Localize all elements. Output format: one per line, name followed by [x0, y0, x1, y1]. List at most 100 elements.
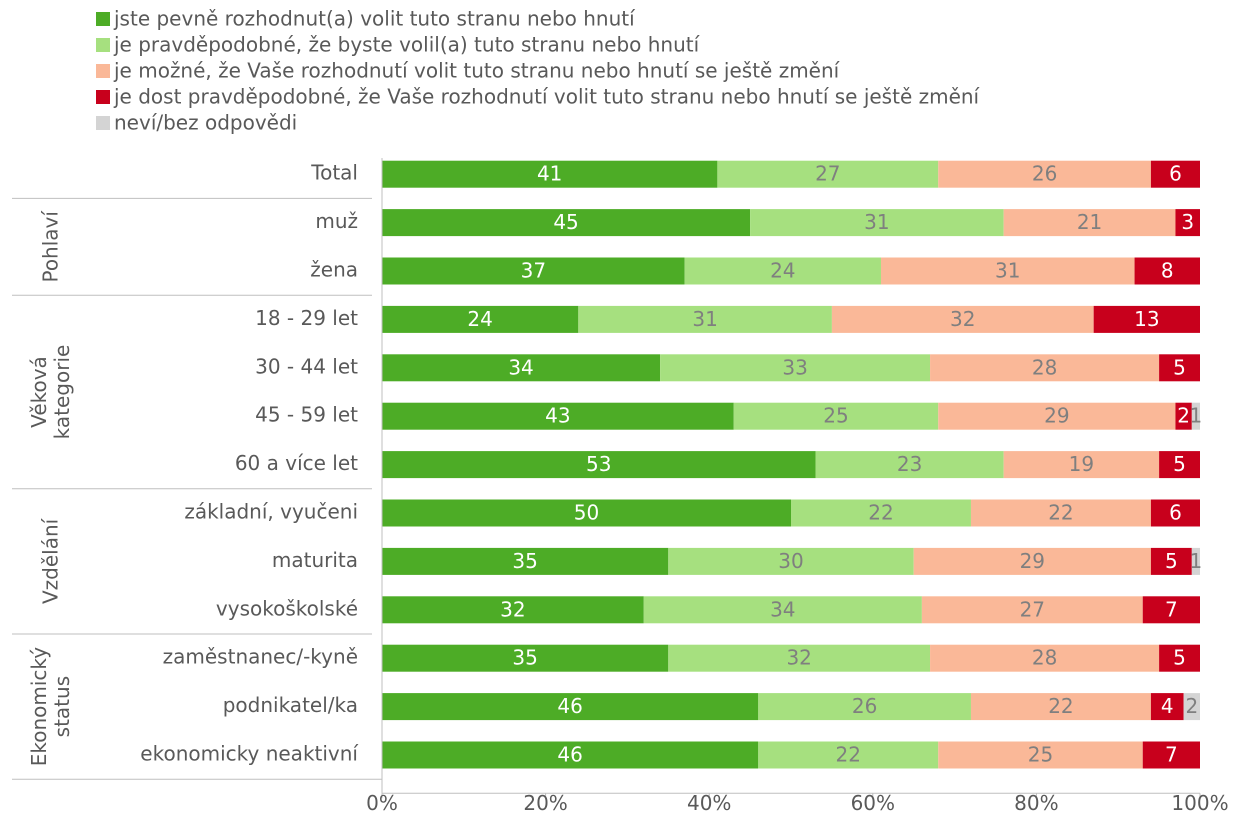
- data-label: 41: [537, 162, 562, 186]
- bar-segment: [913, 547, 1151, 575]
- bar-segment: [831, 305, 1094, 333]
- bar-segment: [643, 596, 922, 624]
- bar-segment: [1183, 693, 1200, 721]
- bar-segment: [382, 209, 751, 237]
- x-tick-label: 0%: [366, 791, 398, 815]
- bar-segment: [1159, 644, 1200, 672]
- bar-segment: [970, 693, 1151, 721]
- data-label: 8: [1161, 259, 1174, 283]
- data-label: 33: [782, 355, 807, 379]
- data-label: 1: [1190, 549, 1203, 573]
- bar-segment: [382, 402, 734, 430]
- data-label: 35: [512, 646, 537, 670]
- data-label: 43: [545, 404, 570, 428]
- bar-segment: [717, 160, 939, 188]
- bar-segment: [1003, 451, 1160, 479]
- data-label: 5: [1173, 452, 1186, 476]
- data-label: 25: [1028, 743, 1053, 767]
- data-label: 6: [1169, 501, 1182, 525]
- category-groups: Pohlaví Věkovákategorie Vzdělání Ekonomický…: [12, 197, 382, 780]
- bar-segment: [1150, 547, 1192, 575]
- bar-segment: [382, 499, 791, 527]
- category-label: vysokoškolské: [216, 596, 358, 620]
- bar-segment: [382, 257, 685, 285]
- data-label: 2: [1185, 694, 1198, 718]
- category-label: muž: [315, 209, 358, 233]
- data-label: 27: [1020, 597, 1045, 621]
- bar-segment: [1175, 402, 1192, 430]
- category-label: 30 - 44 let: [255, 354, 358, 378]
- data-label: 2: [1177, 404, 1190, 428]
- group-label: Věkovákategorie: [27, 345, 74, 440]
- data-label: 29: [1044, 404, 1069, 428]
- bar-segment: [1150, 499, 1200, 527]
- legend-label: je pravděpodobné, že byste volil(a) tuto…: [113, 33, 701, 57]
- bar-segment: [382, 741, 759, 769]
- legend-label: je dost pravděpodobné, že Vaše rozhodnut…: [113, 85, 981, 109]
- data-label: 26: [852, 694, 877, 718]
- x-tick-label: 40%: [687, 791, 731, 815]
- bar-segment: [1159, 354, 1200, 382]
- category-label: podnikatel/ka: [223, 693, 358, 717]
- data-label: 22: [868, 501, 893, 525]
- legend-swatch: [96, 38, 110, 52]
- data-label: 28: [1032, 646, 1057, 670]
- bar-segment: [970, 499, 1151, 527]
- legend: jste pevně rozhodnut(a) volit tuto stran…: [96, 7, 981, 135]
- bar-segment: [660, 354, 931, 382]
- bar-segment: [1191, 547, 1200, 575]
- bar-segment: [938, 741, 1143, 769]
- data-label: 24: [770, 259, 795, 283]
- data-label: 13: [1134, 307, 1159, 331]
- bar-segment: [382, 354, 661, 382]
- category-label: 60 a více let: [235, 451, 358, 475]
- bar-segment: [1003, 209, 1176, 237]
- data-label: 46: [557, 743, 582, 767]
- bar-segment: [921, 596, 1143, 624]
- data-label: 28: [1032, 355, 1057, 379]
- data-label: 29: [1020, 549, 1045, 573]
- data-label: 25: [823, 404, 848, 428]
- category-label: Total: [310, 161, 358, 185]
- bar-segment: [578, 305, 832, 333]
- category-label: žena: [310, 258, 358, 282]
- data-label: 32: [950, 307, 975, 331]
- data-label: 31: [995, 259, 1020, 283]
- bar-segment: [1150, 160, 1200, 188]
- data-label: 6: [1169, 162, 1182, 186]
- bar-segment: [382, 451, 816, 479]
- category-label: ekonomicky neaktivní: [140, 742, 359, 766]
- bar-segment: [1191, 402, 1200, 430]
- data-label: 22: [836, 743, 861, 767]
- data-label: 34: [770, 597, 795, 621]
- legend-swatch: [96, 116, 110, 130]
- data-label: 5: [1165, 549, 1178, 573]
- data-label: 37: [521, 259, 546, 283]
- bar-segment: [382, 596, 644, 624]
- data-label: 35: [512, 549, 537, 573]
- bar-segment: [750, 209, 1004, 237]
- bar-segment: [382, 305, 579, 333]
- data-label: 26: [1032, 162, 1057, 186]
- category-label: maturita: [272, 548, 358, 572]
- category-labels: Total muž žena 18 - 29 let 30 - 44 let 45 - 5…: [140, 161, 359, 766]
- data-label: 32: [500, 597, 525, 621]
- data-label: 53: [586, 452, 611, 476]
- bar-segment: [930, 354, 1160, 382]
- legend-label: neví/bez odpovědi: [114, 111, 297, 135]
- bar-segment: [1150, 693, 1184, 721]
- bar-segment: [1142, 741, 1200, 769]
- data-label: 23: [897, 452, 922, 476]
- bar-segment: [815, 451, 1004, 479]
- category-label: zaměstnanec/-kyně: [163, 645, 358, 669]
- x-tick-label: 80%: [1014, 791, 1058, 815]
- group-label: Vzdělání: [39, 517, 63, 604]
- bar-segment: [382, 547, 669, 575]
- x-tick-label: 20%: [523, 791, 567, 815]
- bar-segment: [791, 499, 971, 527]
- category-label: 18 - 29 let: [255, 306, 358, 330]
- bar-segment: [1142, 596, 1200, 624]
- data-label: 22: [1048, 501, 1073, 525]
- category-label: 45 - 59 let: [255, 403, 358, 427]
